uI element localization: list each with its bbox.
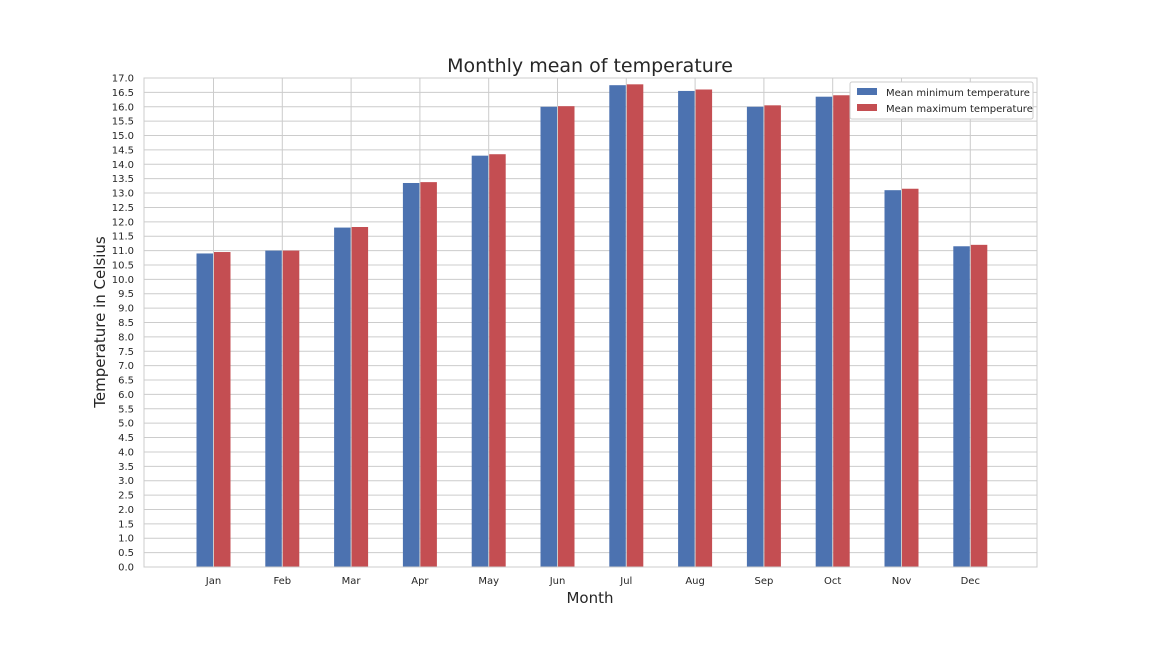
y-tick-label: 0.0 — [118, 563, 134, 574]
y-tick-label: 14.0 — [112, 160, 134, 171]
bar-min-temperature — [953, 246, 970, 567]
y-tick-label: 2.5 — [118, 491, 134, 502]
y-tick-label: 2.0 — [118, 505, 134, 516]
legend-box — [849, 81, 1034, 120]
y-tick-label: 10.0 — [112, 275, 134, 286]
y-tick-label: 4.0 — [118, 447, 134, 458]
x-tick-label: May — [478, 576, 499, 587]
legend-swatch-min — [857, 88, 877, 95]
legend-label-min: Mean minimum temperature — [886, 88, 1030, 99]
bar-max-temperature — [282, 250, 300, 567]
x-axis-label: Month — [566, 589, 613, 607]
y-tick-label: 12.0 — [112, 217, 134, 228]
legend-label-max: Mean maximum temperature — [886, 104, 1033, 115]
plot-frame — [143, 77, 1038, 568]
y-tick-label: 3.0 — [118, 476, 134, 487]
bar-max-temperature — [970, 244, 988, 567]
bar-min-temperature — [471, 155, 489, 567]
bar-max-temperature — [626, 84, 644, 567]
y-tick-label: 10.5 — [112, 260, 134, 271]
y-tick-label: 1.0 — [118, 534, 134, 545]
x-tick-label: Mar — [342, 576, 362, 587]
y-tick-label: 13.0 — [112, 189, 134, 200]
legend: Mean minimum temperature Mean maximum te… — [849, 81, 1034, 120]
y-tick-label: 16.5 — [112, 88, 134, 99]
bar-max-temperature — [695, 89, 713, 567]
x-tick-label: Dec — [961, 576, 980, 587]
bar-max-temperature — [420, 182, 437, 567]
x-tick-label: Sep — [754, 576, 773, 587]
bar-max-temperature — [351, 227, 369, 568]
bar-min-temperature — [334, 227, 351, 567]
y-tick-label: 12.5 — [112, 203, 134, 214]
x-tick-label: Apr — [411, 576, 429, 587]
bar-max-temperature — [833, 95, 850, 568]
y-tick-label: 9.5 — [118, 289, 134, 300]
chart-title: Monthly mean of temperature — [447, 55, 733, 77]
x-tick-labels: Jan Feb Mar Apr May Jun Jul Aug Sep Oct Nov Dec — [205, 576, 980, 587]
y-tick-label: 7.5 — [118, 347, 134, 358]
y-tick-label: 11.0 — [112, 246, 134, 257]
y-tick-label: 15.0 — [112, 131, 134, 142]
y-tick-label: 1.5 — [118, 519, 134, 530]
x-tick-label: Nov — [892, 576, 912, 587]
bar-max-temperature — [558, 106, 575, 567]
bar-min-temperature — [884, 190, 901, 567]
y-tick-label: 4.5 — [118, 433, 134, 444]
x-tick-label: Oct — [824, 576, 841, 587]
bar-min-temperature — [540, 106, 557, 567]
y-tick-label: 0.5 — [118, 548, 134, 559]
y-tick-label: 13.5 — [112, 174, 134, 185]
bar-max-temperature — [214, 252, 231, 567]
bars — [196, 84, 988, 568]
x-tick-label: Jun — [549, 576, 566, 587]
y-tick-label: 6.5 — [118, 376, 134, 387]
y-tick-label: 17.0 — [112, 74, 134, 85]
y-tick-label: 16.0 — [112, 102, 134, 113]
y-tick-label: 7.0 — [118, 361, 134, 372]
y-tick-label: 11.5 — [112, 232, 134, 243]
y-tick-labels: 0.0 0.5 1.0 1.5 2.0 2.5 3.0 3.5 4.0 4.5 5.0 5.5 6.0 6… — [112, 74, 134, 574]
y-tick-label: 14.5 — [112, 145, 134, 156]
y-tick-label: 15.5 — [112, 117, 134, 128]
bar-max-temperature — [489, 154, 506, 567]
bar-max-temperature — [902, 188, 919, 567]
x-tick-label: Jul — [619, 576, 632, 587]
bar-min-temperature — [678, 90, 695, 567]
bar-min-temperature — [265, 250, 282, 567]
y-tick-label: 5.5 — [118, 404, 134, 415]
x-tick-label: Jan — [205, 576, 221, 587]
y-axis-label: Temperature in Celsius — [91, 236, 109, 409]
y-tick-label: 6.0 — [118, 390, 134, 401]
y-tick-label: 9.0 — [118, 304, 134, 315]
bar-min-temperature — [196, 253, 213, 567]
x-tick-label: Feb — [273, 576, 291, 587]
bar-max-temperature — [764, 105, 781, 567]
x-tick-label: Aug — [685, 576, 705, 587]
y-tick-label: 8.5 — [118, 318, 134, 329]
y-tick-label: 8.0 — [118, 332, 134, 343]
legend-swatch-max — [857, 104, 877, 111]
y-tick-label: 3.5 — [118, 462, 134, 473]
bar-min-temperature — [402, 182, 420, 567]
bar-min-temperature — [815, 96, 833, 568]
bar-min-temperature — [746, 106, 764, 567]
bar-min-temperature — [609, 85, 626, 568]
y-tick-label: 5.0 — [118, 419, 134, 430]
